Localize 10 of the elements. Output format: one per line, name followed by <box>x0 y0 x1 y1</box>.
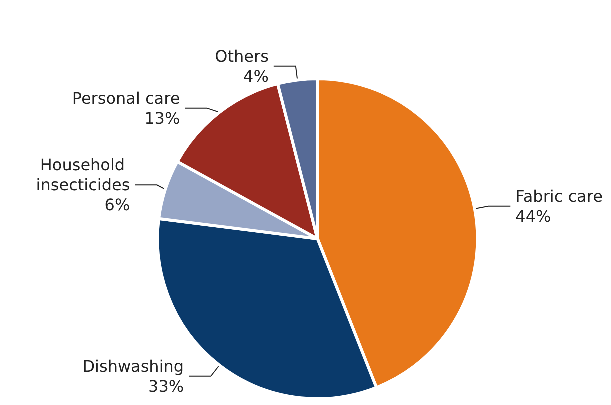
slice-label: Others <box>215 46 269 66</box>
slice-label: Personal care <box>72 88 180 108</box>
data-label: 4% <box>244 66 269 86</box>
data-label: 44% <box>516 206 552 226</box>
slice-label: Household insecticides <box>36 156 130 195</box>
slice-label: Fabric care <box>516 186 603 206</box>
slice-label: Dishwashing <box>82 356 184 376</box>
data-label: 6% <box>104 196 130 215</box>
data-label: 33% <box>148 376 184 396</box>
data-label: 13% <box>144 108 180 128</box>
